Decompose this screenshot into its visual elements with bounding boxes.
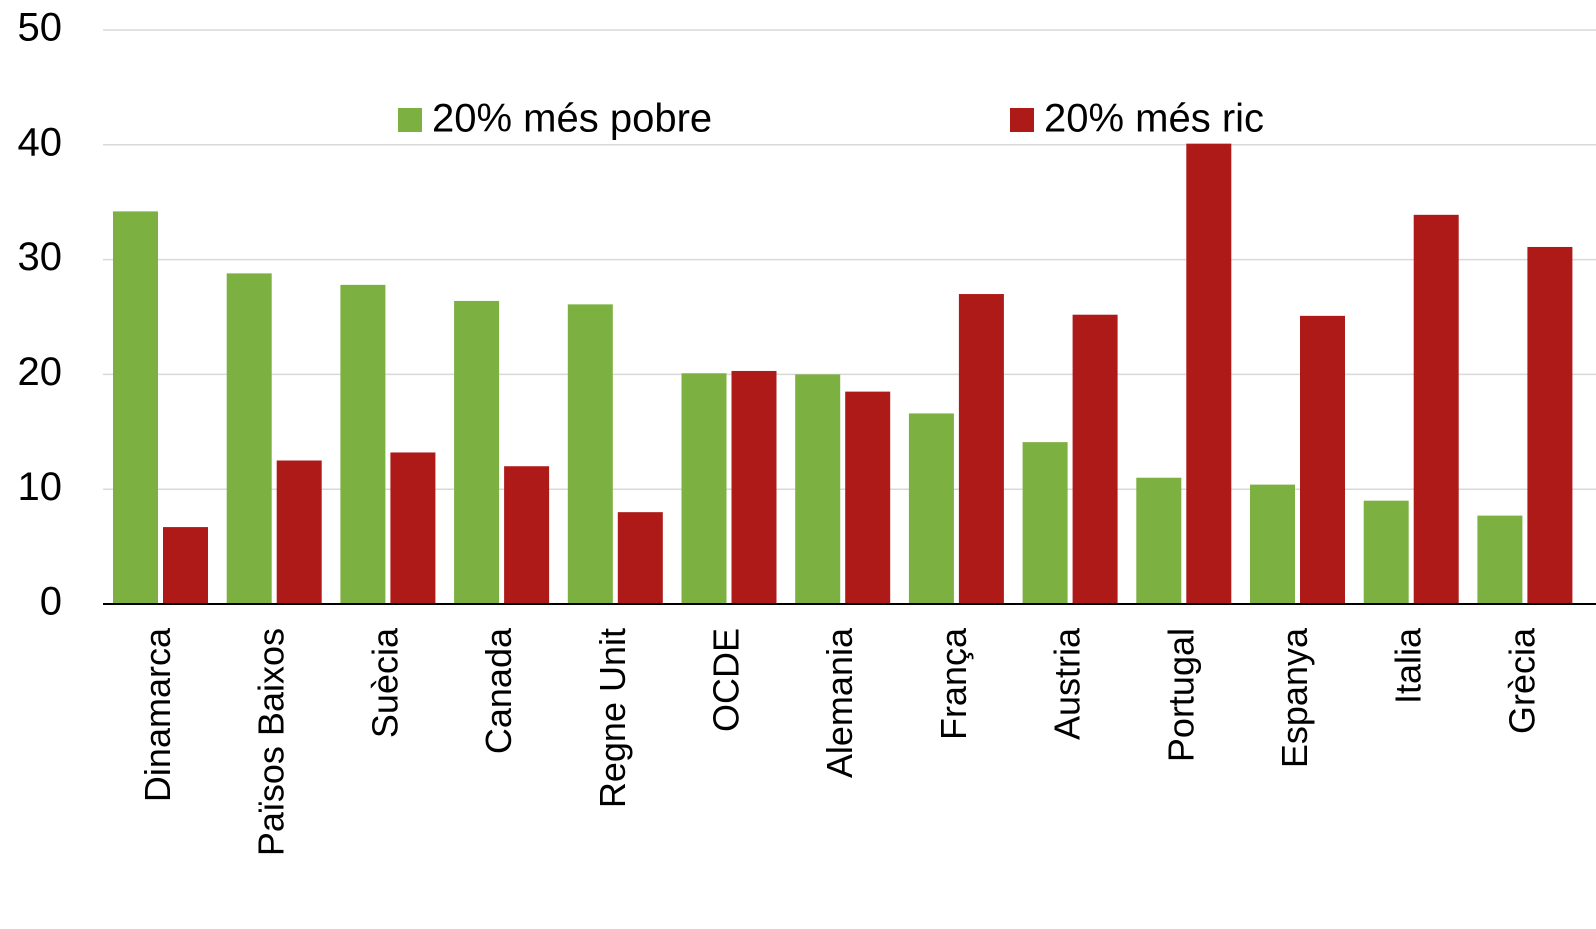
y-tick-label: 0 — [40, 580, 62, 624]
bar — [1477, 515, 1523, 604]
bar — [1300, 315, 1345, 604]
x-tick-label: Regne Unit — [592, 628, 633, 808]
y-tick-label: 40 — [18, 120, 63, 164]
bar — [1527, 246, 1573, 605]
legend-swatch — [398, 108, 422, 132]
bar — [731, 370, 777, 604]
x-tick-label: Austria — [1047, 627, 1088, 740]
y-tick-label: 20 — [18, 350, 63, 394]
x-tick-label: Grècia — [1501, 627, 1542, 734]
x-tick-label: Suècia — [364, 627, 405, 738]
x-tick-label: OCDE — [706, 628, 747, 732]
bar — [567, 304, 613, 604]
x-tick-label: Dinamarca — [137, 627, 178, 802]
x-tick-label: Espanya — [1274, 627, 1315, 768]
x-tick-label: Canada — [478, 627, 519, 754]
bar — [1363, 500, 1409, 604]
legend-label: 20% més ric — [1044, 97, 1264, 141]
bar — [795, 374, 841, 604]
bar — [276, 460, 322, 604]
y-tick-label: 30 — [18, 235, 63, 279]
x-tick-label: Alemania — [819, 627, 860, 778]
bar — [1136, 477, 1182, 604]
bar — [454, 300, 500, 604]
bar — [1413, 214, 1459, 604]
bar — [681, 373, 727, 604]
bar — [113, 211, 158, 604]
bar — [340, 284, 386, 604]
bar — [1022, 442, 1068, 604]
x-tick-label: França — [933, 627, 974, 740]
bar — [1250, 484, 1295, 604]
bar — [1186, 143, 1232, 605]
legend-label: 20% més pobre — [432, 97, 712, 141]
x-tick-label: Portugal — [1160, 628, 1201, 762]
legend-swatch — [1010, 108, 1034, 132]
bar — [390, 452, 436, 604]
bar — [504, 466, 550, 604]
x-tick-label: Països Baixos — [251, 628, 292, 856]
bar — [226, 273, 272, 604]
bar — [163, 527, 208, 604]
bar — [1072, 314, 1118, 604]
bar — [845, 391, 891, 604]
bar — [908, 413, 954, 604]
bar — [958, 294, 1004, 604]
y-tick-label: 50 — [18, 6, 63, 50]
x-tick-label: Italia — [1388, 627, 1429, 704]
bar — [617, 512, 663, 604]
y-tick-label: 10 — [18, 465, 63, 509]
